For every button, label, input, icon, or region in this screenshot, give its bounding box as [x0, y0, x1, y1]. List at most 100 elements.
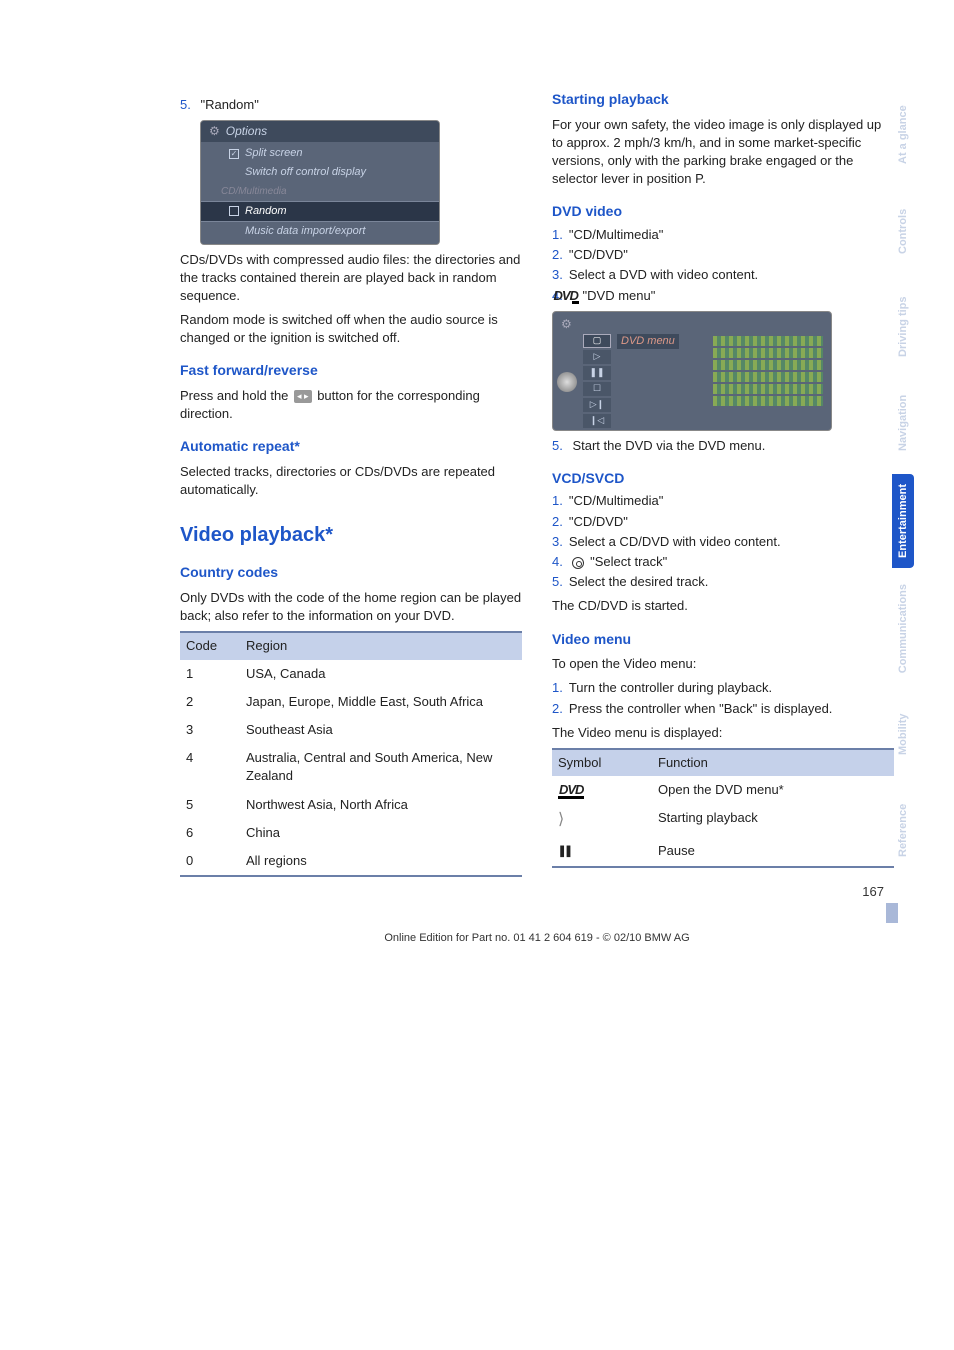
code: 6	[180, 819, 240, 847]
play-icon	[558, 812, 564, 827]
gear-icon: ⚙	[209, 123, 220, 140]
dvd-video-steps: 1."CD/Multimedia" 2."CD/DVD" 3.Select a …	[552, 226, 894, 305]
tab-at-a-glance[interactable]: At a glance	[892, 90, 914, 180]
page: At a glance Controls Driving tips Naviga…	[0, 0, 954, 987]
th-region: Region	[240, 632, 522, 659]
pause-icon: ❚❚	[558, 843, 571, 859]
seek-button-icon: ◂ ▸	[294, 390, 312, 403]
heading-video-menu: Video menu	[552, 630, 894, 650]
dvd-icon: ▷❙	[583, 398, 611, 412]
step-number: 3.	[552, 267, 563, 282]
region: USA, Canada	[240, 660, 522, 688]
tab-driving-tips[interactable]: Driving tips	[892, 282, 914, 372]
step-text: Select the desired track.	[569, 574, 708, 589]
region: Japan, Europe, Middle East, South Africa	[240, 688, 522, 716]
region: Northwest Asia, North Africa	[240, 791, 522, 819]
idrive-knob-icon	[557, 372, 577, 392]
video-menu-intro: To open the Video menu:	[552, 655, 894, 673]
step-text: Select a CD/DVD with video content.	[569, 534, 781, 549]
step-number: 5.	[552, 574, 563, 589]
heading-video-playback: Video playback*	[180, 521, 522, 549]
opt-label: Switch off control display	[245, 165, 366, 180]
heading-vcd-svcd: VCD/SVCD	[552, 469, 894, 489]
step-text: "CD/DVD"	[569, 514, 628, 529]
dvd-preview	[713, 334, 823, 408]
code: 1	[180, 660, 240, 688]
para-compressed: CDs/DVDs with compressed audio files: th…	[180, 251, 522, 306]
auto-repeat-text: Selected tracks, directories or CDs/DVDs…	[180, 463, 522, 499]
page-number: 167	[180, 883, 894, 901]
symbol-function-table: Symbol Function DVD Open the DVD menu* S…	[552, 748, 894, 868]
options-body: ✓ Split screen Switch off control displa…	[201, 142, 439, 244]
step-number: 2.	[552, 247, 563, 262]
dvd-icon-column: ▢ ▷ ❚❚ ☐ ▷❙ ❙◁	[583, 334, 611, 428]
symbol-cell: ❚❚	[552, 837, 652, 868]
step-number: 1.	[552, 680, 563, 695]
th-function: Function	[652, 749, 894, 776]
symbol-cell: DVD	[552, 776, 652, 804]
dvd-logo-icon: DVD	[572, 290, 578, 305]
function-cell: Starting playback	[652, 804, 894, 836]
heading-automatic-repeat: Automatic repeat*	[180, 437, 522, 457]
options-title-row: ⚙ Options	[201, 121, 439, 142]
step-text: Select a DVD with video content.	[569, 267, 758, 282]
para-random-off: Random mode is switched off when the aud…	[180, 311, 522, 347]
step-number: 5.	[180, 97, 191, 112]
region: China	[240, 819, 522, 847]
gear-icon: ⚙	[561, 316, 572, 333]
step-text: Press the controller when "Back" is disp…	[569, 701, 833, 716]
region: Australia, Central and South America, Ne…	[240, 744, 522, 790]
options-screenshot: ⚙ Options ✓ Split screen Switch off cont…	[200, 120, 440, 244]
step-text: Turn the controller during playback.	[569, 680, 772, 695]
function-cell: Pause	[652, 837, 894, 868]
step-text: Start the DVD via the DVD menu.	[572, 438, 765, 453]
opt-music-data: Music data import/export	[201, 222, 439, 241]
dvd-icon: ☐	[583, 382, 611, 396]
dvd-icon: ▷	[583, 350, 611, 364]
tab-communications[interactable]: Communications	[892, 574, 914, 683]
video-menu-end: The Video menu is displayed:	[552, 724, 894, 742]
cd-icon	[572, 557, 584, 569]
tab-navigation[interactable]: Navigation	[892, 378, 914, 468]
region: All regions	[240, 847, 522, 876]
right-column: Starting playback For your own safety, t…	[552, 90, 894, 883]
th-code: Code	[180, 632, 240, 659]
country-codes-table: Code Region 1USA, Canada 2Japan, Europe,…	[180, 631, 522, 877]
step-number: 3.	[552, 534, 563, 549]
th-symbol: Symbol	[552, 749, 652, 776]
step-number: 1.	[552, 227, 563, 242]
tab-mobility[interactable]: Mobility	[892, 689, 914, 779]
step-number: 2.	[552, 701, 563, 716]
vcd-end-text: The CD/DVD is started.	[552, 597, 894, 615]
video-menu-steps: 1. Turn the controller during playback. 2…	[552, 679, 894, 717]
step-number: 4.	[552, 554, 563, 569]
dvd-logo-icon: DVD	[558, 784, 584, 799]
step-5: 5. "Random"	[180, 96, 522, 114]
step-number: 5.	[552, 438, 563, 453]
step-text: "Random"	[200, 97, 258, 112]
heading-country-codes: Country codes	[180, 563, 522, 583]
heading-fast-forward: Fast forward/reverse	[180, 361, 522, 381]
symbol-cell	[552, 804, 652, 836]
opt-split-screen: ✓ Split screen	[201, 144, 439, 163]
opt-switch-off: Switch off control display	[201, 163, 439, 182]
code: 5	[180, 791, 240, 819]
dvd-menu-screenshot: ⚙ ▢ ▷ ❚❚ ☐ ▷❙ ❙◁ DVD menu	[552, 311, 832, 431]
function-cell: Open the DVD menu*	[652, 776, 894, 804]
step-text: "CD/Multimedia"	[569, 493, 663, 508]
opt-label: Split screen	[245, 146, 302, 161]
tab-reference[interactable]: Reference	[892, 785, 914, 875]
opt-category: CD/Multimedia	[201, 183, 439, 201]
region: Southeast Asia	[240, 716, 522, 744]
opt-label: CD/Multimedia	[221, 185, 287, 199]
checkbox-icon: ✓	[229, 149, 239, 159]
tab-controls[interactable]: Controls	[892, 186, 914, 276]
code: 0	[180, 847, 240, 876]
footer-text: Online Edition for Part no. 01 41 2 604 …	[180, 931, 894, 946]
dvd-icon: ▢	[583, 334, 611, 348]
step-text: "CD/Multimedia"	[569, 227, 663, 242]
country-codes-text: Only DVDs with the code of the home regi…	[180, 589, 522, 625]
tab-entertainment[interactable]: Entertainment	[892, 474, 914, 568]
fast-forward-text: Press and hold the ◂ ▸ button for the co…	[180, 387, 522, 423]
heading-dvd-video: DVD video	[552, 202, 894, 222]
